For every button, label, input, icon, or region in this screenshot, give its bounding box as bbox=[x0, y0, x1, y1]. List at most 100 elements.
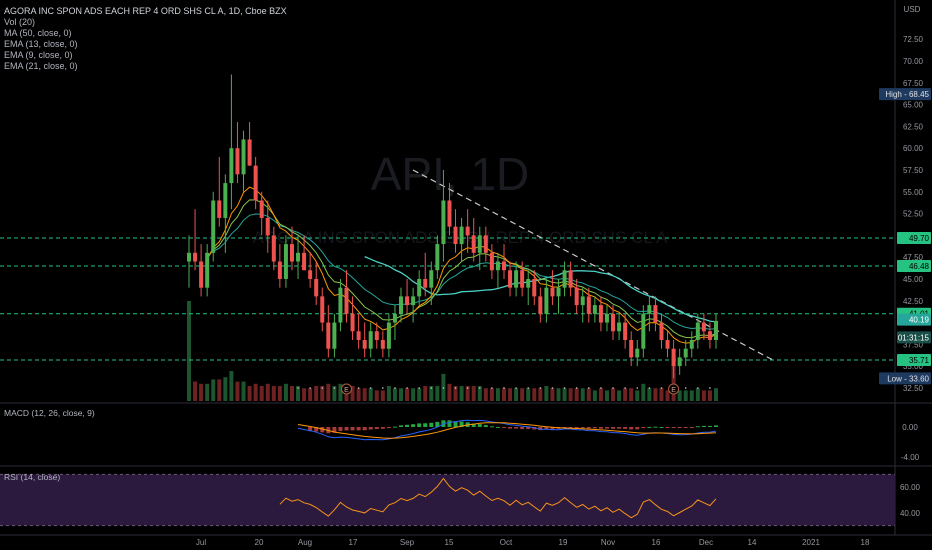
candle-body[interactable] bbox=[556, 287, 561, 297]
candle-body[interactable] bbox=[314, 278, 319, 297]
macd-label[interactable]: MACD (12, 26, close, 9) bbox=[4, 408, 95, 418]
candle-body[interactable] bbox=[241, 139, 246, 175]
rsi-label[interactable]: RSI (14, close) bbox=[4, 472, 61, 482]
candle-body[interactable] bbox=[199, 261, 204, 288]
candle-body[interactable] bbox=[574, 287, 579, 306]
candle-body[interactable] bbox=[283, 244, 288, 279]
candle-body[interactable] bbox=[223, 183, 228, 218]
candle-body[interactable] bbox=[405, 296, 410, 306]
candle-body[interactable] bbox=[205, 252, 210, 288]
candle-body[interactable] bbox=[193, 252, 198, 262]
candle-body[interactable] bbox=[659, 322, 664, 340]
legend-ema21[interactable]: EMA (21, close, 0) bbox=[4, 61, 78, 71]
candle-body[interactable] bbox=[707, 331, 712, 340]
candle-body[interactable] bbox=[441, 200, 446, 245]
candle-body[interactable] bbox=[417, 278, 422, 297]
candle-body[interactable] bbox=[392, 313, 397, 323]
candle-body[interactable] bbox=[629, 339, 634, 358]
candle-body[interactable] bbox=[265, 217, 270, 236]
candle-body[interactable] bbox=[598, 305, 603, 323]
candle-body[interactable] bbox=[483, 235, 488, 253]
candle-body[interactable] bbox=[344, 287, 349, 314]
candle-body[interactable] bbox=[356, 331, 361, 340]
candle-body[interactable] bbox=[544, 287, 549, 314]
candle-body[interactable] bbox=[429, 270, 434, 288]
candle-body[interactable] bbox=[501, 261, 506, 271]
candle-body[interactable] bbox=[253, 165, 258, 201]
candle-body[interactable] bbox=[671, 348, 676, 367]
candle-body[interactable] bbox=[374, 331, 379, 340]
candle-body[interactable] bbox=[296, 252, 301, 262]
candle-body[interactable] bbox=[701, 322, 706, 332]
candle-body[interactable] bbox=[447, 200, 452, 227]
candle-body[interactable] bbox=[714, 320, 718, 340]
candle-body[interactable] bbox=[259, 200, 264, 218]
candle-body[interactable] bbox=[217, 200, 222, 218]
candle-body[interactable] bbox=[289, 244, 294, 262]
candle-body[interactable] bbox=[362, 339, 367, 349]
candle-body[interactable] bbox=[604, 313, 609, 323]
candle-body[interactable] bbox=[229, 148, 234, 184]
candle-body[interactable] bbox=[647, 305, 652, 314]
candle-body[interactable] bbox=[277, 261, 282, 279]
candle-body[interactable] bbox=[477, 235, 482, 253]
candle-body[interactable] bbox=[302, 252, 307, 271]
candle-body[interactable] bbox=[211, 200, 216, 253]
candle-body[interactable] bbox=[562, 270, 567, 288]
candle-body[interactable] bbox=[689, 339, 694, 349]
candle-body[interactable] bbox=[514, 270, 519, 288]
earnings-icon[interactable] bbox=[668, 383, 680, 395]
candle-body[interactable] bbox=[617, 322, 622, 332]
candle-body[interactable] bbox=[386, 322, 391, 349]
candle-body[interactable] bbox=[580, 296, 585, 306]
candle-body[interactable] bbox=[665, 339, 670, 349]
candle-body[interactable] bbox=[235, 148, 240, 175]
candle-body[interactable] bbox=[653, 305, 658, 323]
candle-body[interactable] bbox=[641, 313, 646, 349]
legend-ema13[interactable]: EMA (13, close, 0) bbox=[4, 39, 78, 49]
candle-body[interactable] bbox=[326, 322, 331, 349]
candle-body[interactable] bbox=[526, 278, 531, 288]
candle-body[interactable] bbox=[520, 270, 525, 288]
candle-body[interactable] bbox=[271, 235, 276, 262]
candle-body[interactable] bbox=[538, 296, 543, 314]
legend-ema9[interactable]: EMA (9, close, 0) bbox=[4, 50, 73, 60]
trend-line[interactable] bbox=[412, 169, 774, 361]
candle-body[interactable] bbox=[677, 357, 682, 367]
candle-body[interactable] bbox=[683, 348, 688, 358]
candle-body[interactable] bbox=[247, 139, 252, 166]
candle-body[interactable] bbox=[308, 270, 313, 279]
candle-body[interactable] bbox=[568, 270, 573, 288]
candle-body[interactable] bbox=[635, 348, 640, 358]
candle-body[interactable] bbox=[459, 226, 464, 245]
candle-body[interactable] bbox=[586, 296, 591, 314]
earnings-icon[interactable] bbox=[340, 383, 352, 395]
candle-body[interactable] bbox=[623, 322, 628, 340]
candle-body[interactable] bbox=[592, 305, 597, 314]
legend-vol[interactable]: Vol (20) bbox=[4, 17, 36, 27]
candle-body[interactable] bbox=[695, 322, 700, 340]
candle-body[interactable] bbox=[495, 261, 500, 271]
candle-body[interactable] bbox=[465, 226, 470, 236]
candle-body[interactable] bbox=[399, 296, 404, 314]
candle-body[interactable] bbox=[489, 252, 494, 271]
candle-body[interactable] bbox=[471, 235, 476, 253]
candle-body[interactable] bbox=[532, 278, 537, 297]
candle-body[interactable] bbox=[508, 270, 513, 288]
candle-body[interactable] bbox=[368, 331, 373, 349]
candle-body[interactable] bbox=[332, 322, 337, 349]
candle-body[interactable] bbox=[380, 339, 385, 349]
candle-body[interactable] bbox=[320, 296, 325, 323]
legend-ma50[interactable]: MA (50, close, 0) bbox=[4, 28, 72, 38]
candle-body[interactable] bbox=[187, 252, 191, 262]
candle-body[interactable] bbox=[350, 313, 355, 332]
candle-body[interactable] bbox=[423, 278, 428, 288]
candle-body[interactable] bbox=[435, 244, 440, 271]
candle-body[interactable] bbox=[611, 313, 616, 332]
candle-body[interactable] bbox=[338, 287, 343, 323]
candle-body[interactable] bbox=[550, 287, 555, 297]
candle-body[interactable] bbox=[411, 296, 416, 306]
